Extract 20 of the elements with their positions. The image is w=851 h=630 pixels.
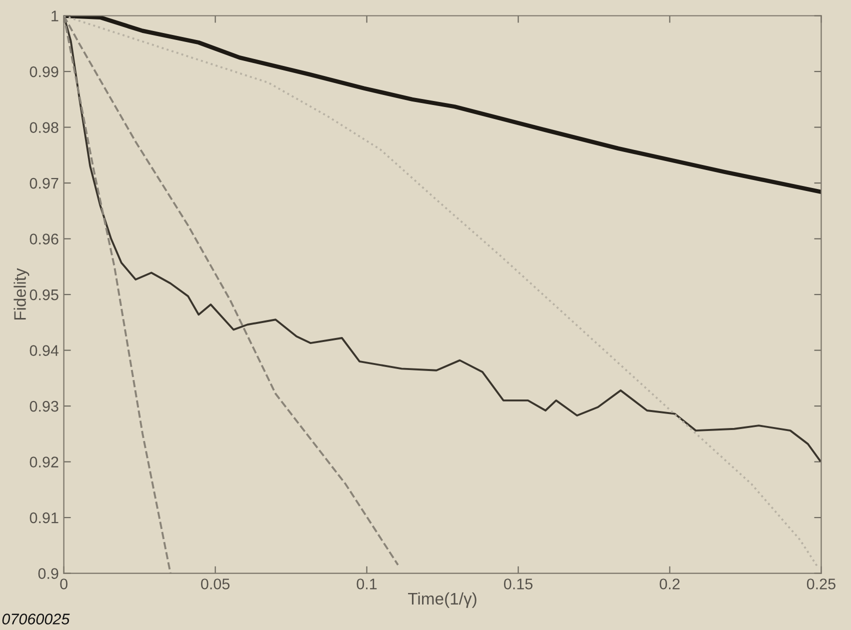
y-tick-label: 0.95: [30, 289, 58, 300]
y-tick-label: 1: [52, 10, 58, 22]
y-tick-label: 0.98: [30, 122, 58, 133]
y-tick-label: 0.94: [30, 345, 59, 356]
y-tick-label: 0.96: [30, 234, 58, 244]
x-tick-label: 0.1: [356, 578, 377, 590]
y-tick-label: 0.9: [38, 568, 58, 579]
y-axis-title: Fidelity: [14, 268, 30, 320]
y-tick-label: 0.93: [30, 400, 58, 412]
text: 07060025: [2, 614, 70, 624]
x-tick-label: 0: [60, 578, 68, 590]
y-tick-label: 0.91: [30, 512, 58, 524]
x-axis-title: Time(1/γ): [408, 592, 476, 608]
x-tick-label: 0.15: [504, 578, 532, 590]
x-tick-label: 0.05: [201, 578, 230, 590]
y-tick-label: 0.99: [30, 66, 58, 78]
y-tick-label: 0.92: [30, 456, 58, 468]
x-tick-label: 0.25: [806, 578, 836, 590]
y-tick-label: 0.97: [30, 178, 58, 189]
x-tick-label: 0.2: [660, 578, 680, 590]
